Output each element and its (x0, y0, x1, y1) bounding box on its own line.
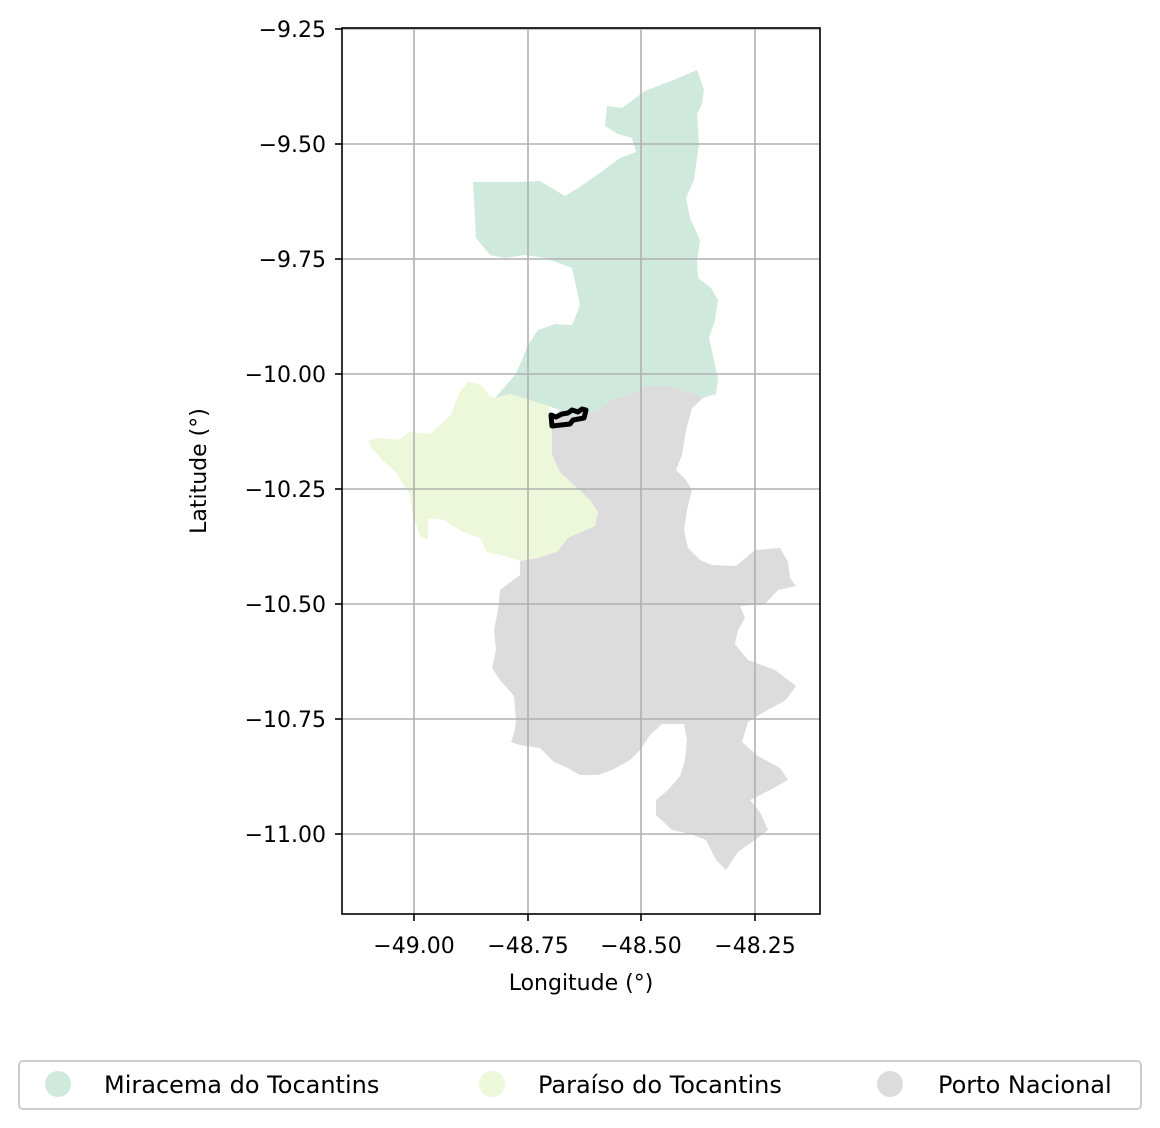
x-tick-label: −48.25 (714, 934, 795, 959)
x-tick-label: −48.50 (600, 934, 681, 959)
legend-label-paraiso: Paraíso do Tocantins (538, 1071, 782, 1099)
region-porto-nacional (492, 386, 796, 870)
y-tick-label: −10.25 (245, 478, 326, 503)
y-tick-label: −10.75 (245, 708, 326, 733)
y-tick-label: −9.50 (259, 133, 326, 158)
legend-label-porto: Porto Nacional (938, 1071, 1112, 1099)
x-tick-label: −49.00 (373, 934, 454, 959)
regions-layer (368, 70, 796, 870)
legend-box (18, 1060, 1142, 1110)
y-axis (335, 28, 342, 835)
y-tick-label: −10.50 (245, 593, 326, 618)
legend-marker-miracema (45, 1071, 71, 1097)
y-tick-label: −10.00 (245, 363, 326, 388)
y-tick-label: −9.75 (259, 248, 326, 273)
region-miracema-do-tocantins (473, 70, 718, 416)
region-paraiso-do-tocantins (368, 382, 598, 561)
legend-marker-porto (877, 1071, 903, 1097)
legend-label-miracema: Miracema do Tocantins (104, 1071, 379, 1099)
y-axis-label: Latitude (°) (187, 408, 212, 534)
legend-marker-paraiso (479, 1071, 505, 1097)
axes-frame (341, 27, 821, 915)
x-axis (413, 914, 756, 921)
x-axis-label: Longitude (°) (509, 971, 654, 996)
x-tick-label: −48.75 (487, 934, 568, 959)
y-tick-label: −11.00 (245, 823, 326, 848)
y-tick-label: −9.25 (259, 18, 326, 43)
study-area-outline (548, 406, 589, 429)
legend: Miracema do Tocantins Paraíso do Tocanti… (18, 1060, 1142, 1110)
grid (342, 28, 820, 914)
